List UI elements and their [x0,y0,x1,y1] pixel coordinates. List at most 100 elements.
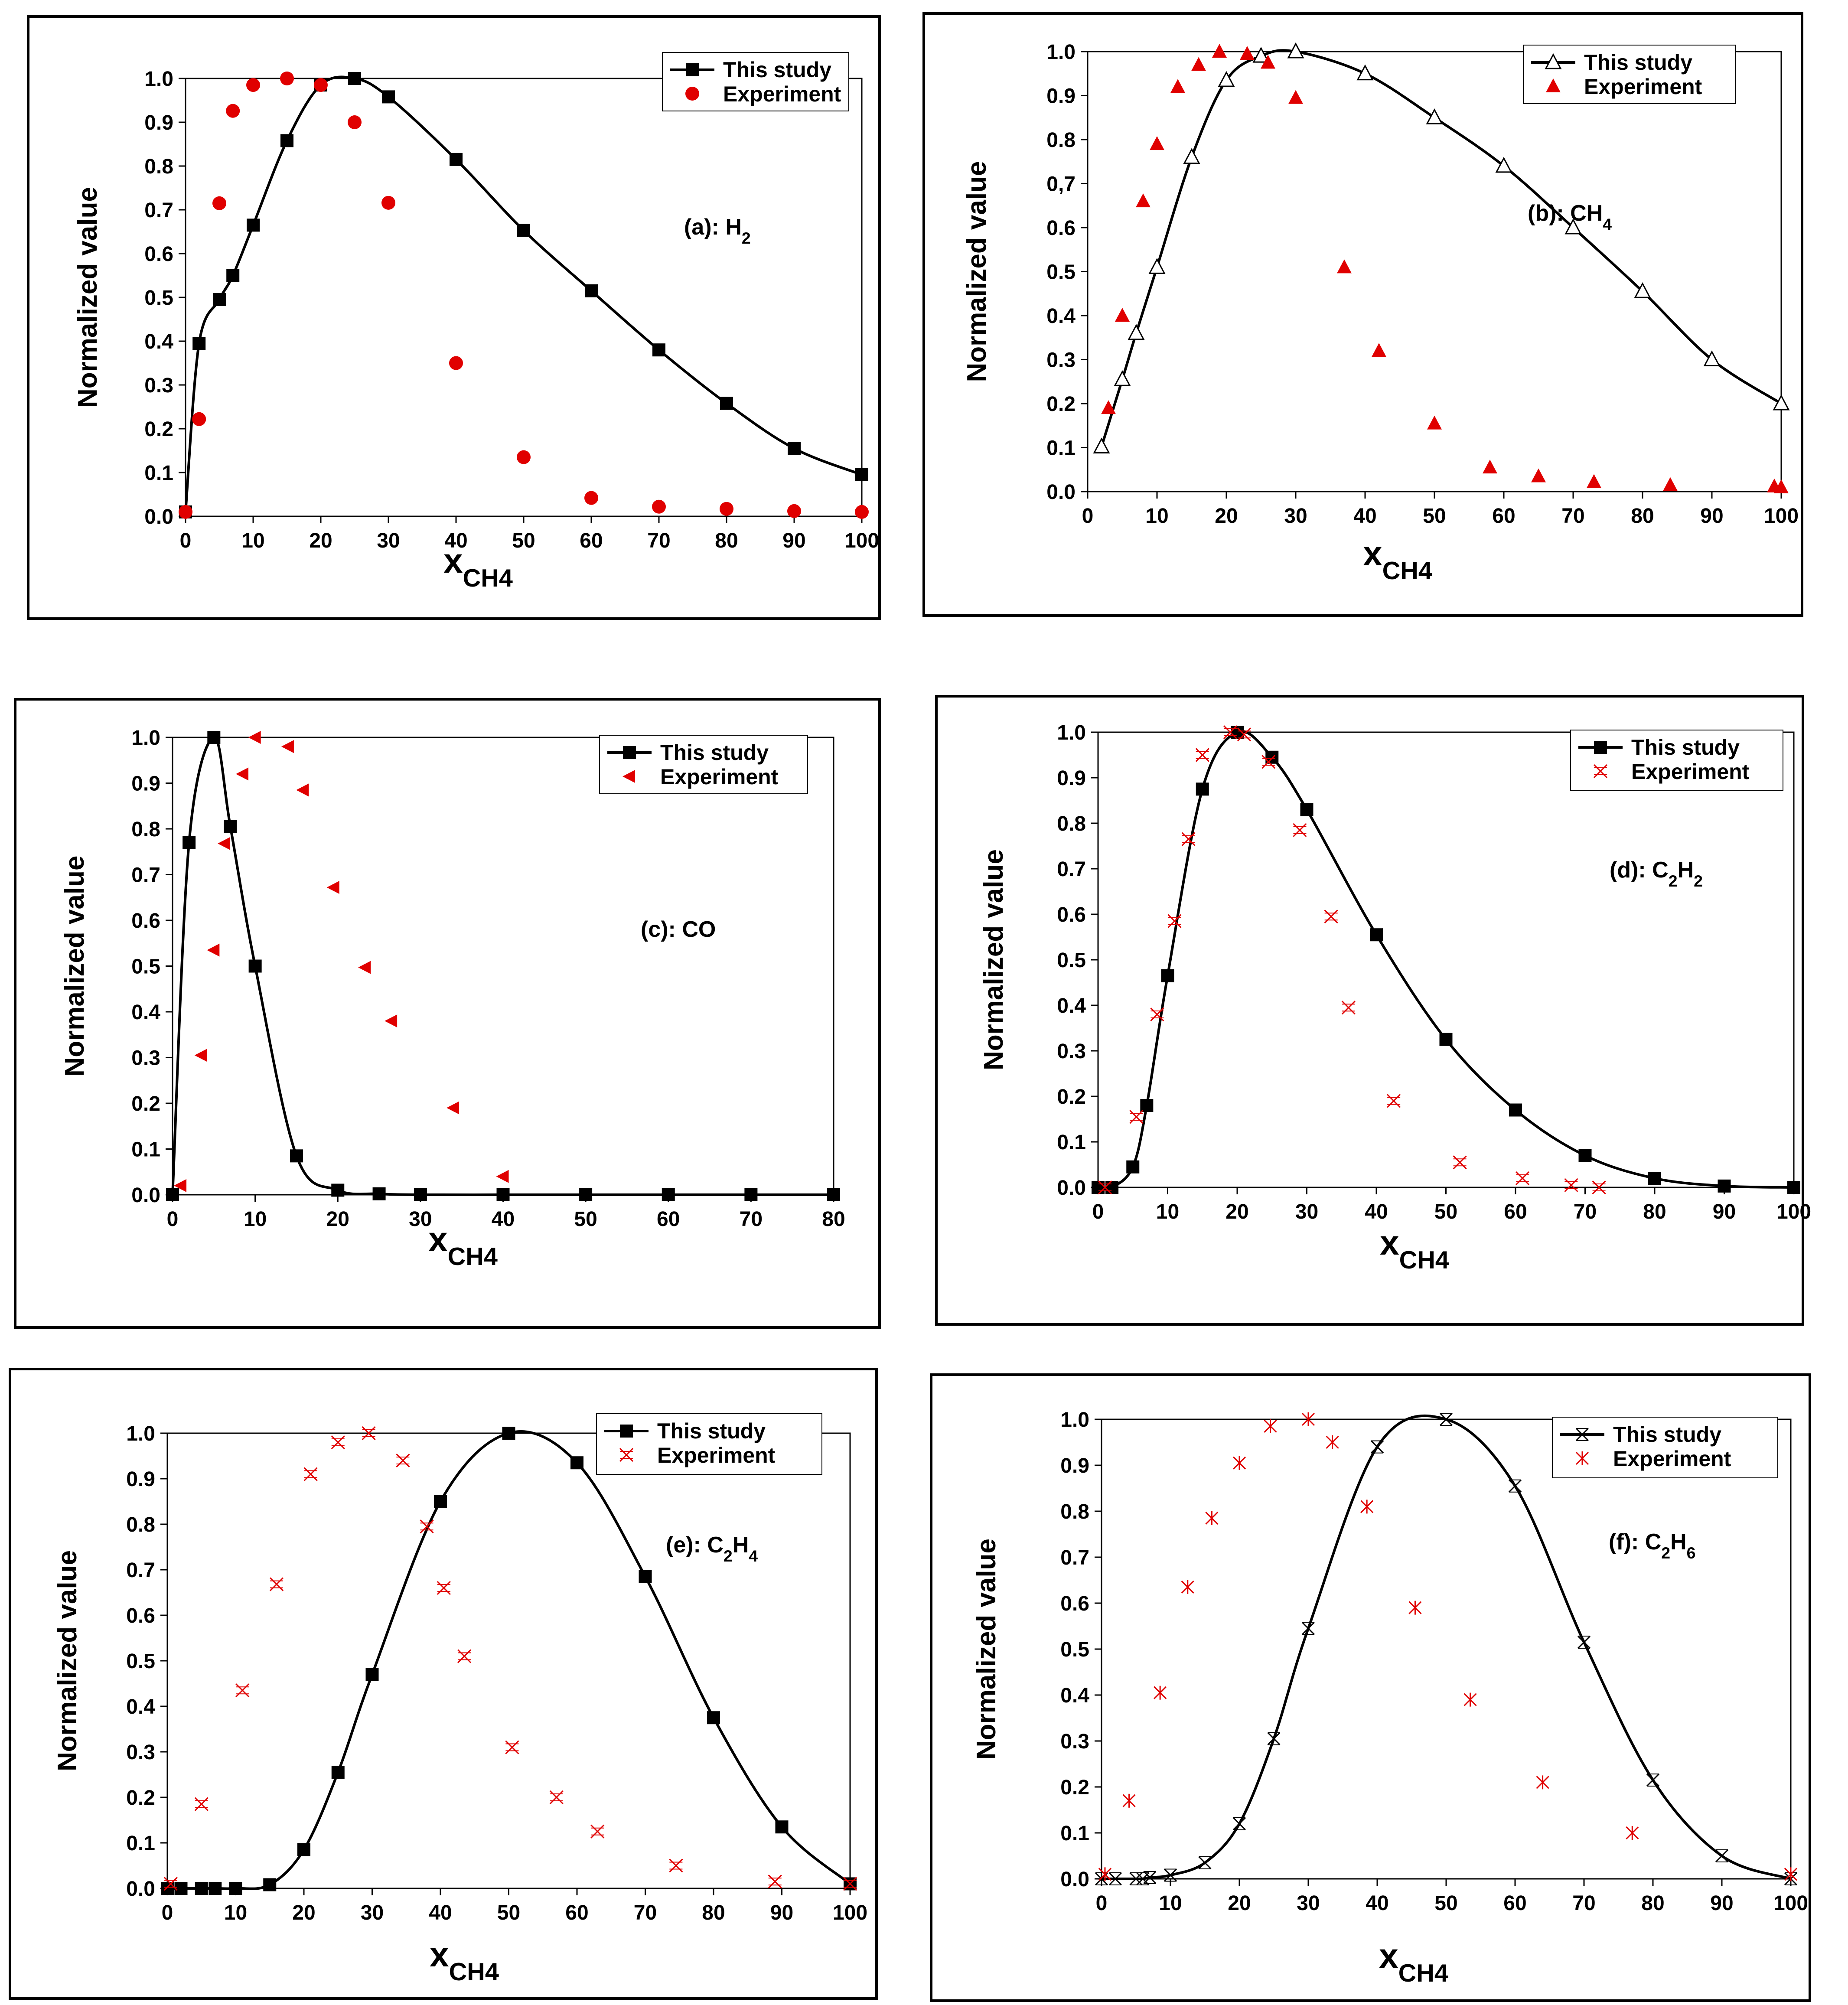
chart-a-model-point [247,218,260,232]
chart-a-experiment-point [652,499,666,514]
chart-f-xtick-label: 40 [1366,1892,1388,1915]
chart-f-experiment-point [1154,1686,1167,1700]
chart-b-experiment-point [1483,460,1497,474]
chart-c-experiment-point [296,783,309,797]
chart-a-experiment-point [179,505,192,519]
chart-panel-c: 0 10 20 30 40 50 60 70 80 0.0 0.1 0.2 0.3 0.4 0.5 0.6 0.… [14,698,881,1329]
chart-e-experiment-point [331,1435,345,1450]
chart-d-ytick-label: 0.1 [1057,1131,1086,1154]
chart-a-legend-box [662,52,849,111]
chart-f-model-point [1232,1817,1246,1830]
chart-c-model-point [827,1188,840,1201]
chart-a-experiment-point [787,504,801,518]
chart-c-ytick-label: 0.8 [131,818,160,841]
chart-a-experiment-point [517,450,531,464]
chart-b-xtick-label: 10 [1145,505,1168,528]
chart-e-svg: 0 10 20 30 40 50 60 70 80 90 100 0.0 0.1 0.2 0.3 0.4 0.5… [52,1413,867,1986]
chart-f-xlabel: xCH4 [1379,1937,1448,1987]
chart-f-model-point [1715,1849,1729,1863]
chart-e-model-point [195,1882,208,1895]
chart-d-model-point [1105,1181,1119,1194]
chart-f-model-point [1198,1856,1212,1869]
chart-f-ytick-label: 0.3 [1060,1730,1089,1753]
chart-e-legend-box [596,1413,822,1475]
chart-c-ytick-label: 0.3 [131,1047,160,1070]
chart-a-xtick-label: 60 [580,529,603,552]
chart-c-model-point [496,1188,510,1201]
chart-f-experiment-point [1784,1867,1798,1881]
chart-b-model-point [1114,370,1131,386]
chart-f-plot-frame [1101,1418,1792,1880]
chart-c-experiment-point [174,1179,187,1192]
chart-b-experiment-point [1427,415,1442,430]
chart-f-legend-experiment-marker [1575,1451,1589,1465]
chart-b-legend-model-marker [1545,53,1562,69]
chart-e-model-point [161,1882,174,1895]
chart-a-xtick-label: 30 [377,529,400,552]
chart-d-experiment-point [1167,914,1182,928]
chart-c-legend-experiment-label: Experiment [660,765,779,789]
chart-f-experiment-point [1205,1511,1219,1525]
chart-b-legend-experiment-label: Experiment [1584,75,1702,99]
chart-f-experiment-point [1360,1500,1374,1514]
chart-f-xtick-label: 100 [1773,1892,1808,1915]
chart-b-ylabel: Normalized value [962,161,992,382]
chart-e-model-point [775,1820,789,1834]
chart-b-ytick-label: 0.5 [1046,261,1076,284]
chart-b-model-point [1703,350,1721,366]
chart-c-ytick-label: 0.4 [131,1001,160,1024]
chart-d-ytick-label: 1.0 [1057,721,1086,744]
chart-d-experiment-point [1181,832,1196,846]
chart-a-model-point [517,224,530,237]
chart-d-ytick-label: 0.4 [1057,994,1086,1017]
chart-e-model-point [209,1882,222,1895]
chart-c-xtick-label: 0 [167,1208,179,1231]
chart-a-ytick-label: 0.8 [144,155,173,178]
chart-b-model-point [1356,64,1374,81]
chart-e-ytick-label: 0.5 [126,1650,155,1673]
chart-e-xtick-label: 80 [702,1901,725,1924]
chart-d-xtick-label: 30 [1295,1200,1318,1223]
chart-f-ytick-label: 0.2 [1060,1776,1089,1799]
chart-e-xtick-label: 30 [361,1901,384,1924]
chart-a-experiment-point [212,196,226,210]
chart-c-svg: 0 10 20 30 40 50 60 70 80 0.0 0.1 0.2 0.3 0.4 0.5 0.6 0.… [60,727,845,1271]
chart-f-experiment-point [1181,1580,1194,1594]
chart-e-model-line [167,1430,851,1890]
chart-a-ylabel: Normalized value [73,187,103,408]
chart-f-xtick-label: 0 [1096,1892,1108,1915]
chart-f-model-point [1508,1479,1522,1493]
chart-c-model-point [372,1187,386,1200]
chart-d-experiment-point [1098,1180,1112,1195]
chart-c-model-point [744,1188,758,1201]
chart-d-experiment-point [1293,823,1307,837]
chart-b-annotation: (b): CH4 [1528,201,1612,233]
chart-b-experiment-point [1663,477,1678,491]
chart-c-xtick-label: 40 [492,1208,515,1231]
chart-a-xtick-label: 0 [180,529,192,552]
chart-c-model-point [224,820,237,833]
chart-f-xtick-label: 90 [1710,1892,1733,1915]
chart-a-ytick-label: 0.0 [144,505,173,528]
chart-f-ytick-label: 0.6 [1060,1592,1089,1615]
chart-b-experiment-point [1372,343,1386,357]
chart-d-model-point [1648,1172,1661,1185]
chart-a-xtick-label: 80 [715,529,738,552]
chart-d-xtick-label: 0 [1092,1200,1104,1223]
chart-b-experiment-point [1170,79,1185,93]
chart-d-xlabel: xCH4 [1380,1223,1449,1274]
chart-c-legend-model-label: This study [660,740,769,765]
chart-a-legend-model-label: This study [723,58,831,82]
chart-e-ytick-label: 0.7 [126,1559,155,1582]
chart-b-experiment-point [1240,46,1255,60]
chart-a-experiment-point [348,115,362,129]
chart-b-ytick-label: 0.8 [1046,129,1076,152]
chart-f-legend-model-label: This study [1613,1422,1721,1447]
chart-f-ytick-label: 0.5 [1060,1638,1089,1661]
chart-b-xtick-label: 60 [1492,505,1515,528]
chart-c-model-point [183,836,196,849]
chart-d-experiment-point [1150,1007,1164,1022]
chart-d-model-point [1787,1181,1800,1194]
chart-a-model-point [450,153,463,166]
chart-f-experiment-point [1408,1601,1422,1615]
